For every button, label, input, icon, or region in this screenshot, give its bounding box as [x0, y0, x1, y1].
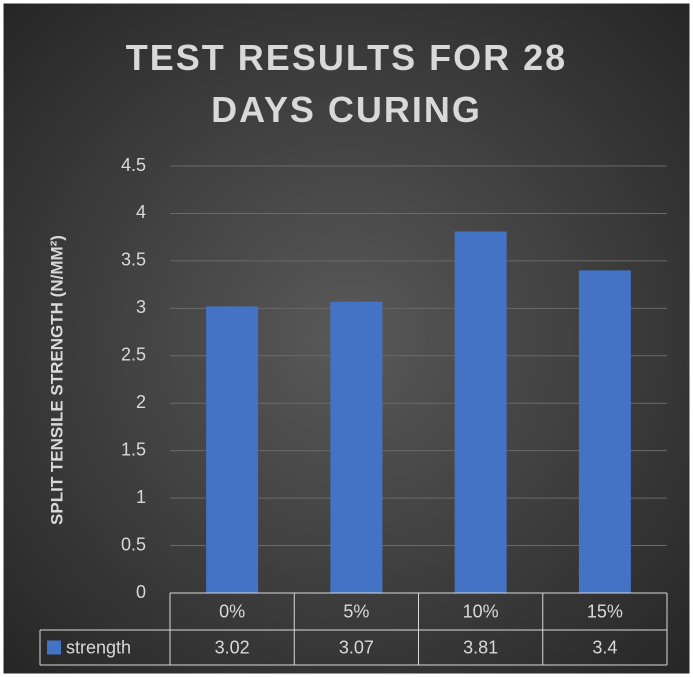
x-tick-label: 15%	[587, 601, 623, 621]
legend-label: strength	[66, 637, 131, 657]
y-tick-label: 2.5	[121, 345, 146, 365]
legend-swatch	[47, 640, 61, 655]
y-tick-label: 2	[136, 392, 146, 412]
bar	[454, 231, 507, 593]
x-tick-label: 5%	[343, 601, 369, 621]
table-value: 3.4	[592, 637, 617, 657]
y-tick-label: 4	[136, 202, 146, 222]
y-tick-label: 3	[136, 297, 146, 317]
chart-title: TEST RESULTS FOR 28 DAYS CURING	[125, 37, 568, 130]
y-tick-label: 1	[136, 487, 146, 507]
x-tick-label: 0%	[219, 601, 245, 621]
bar	[578, 270, 631, 593]
y-tick-label: 0.5	[121, 534, 146, 554]
x-tick-label: 10%	[463, 601, 499, 621]
table-value: 3.81	[463, 637, 498, 657]
bar	[330, 301, 383, 593]
table-value: 3.02	[215, 637, 250, 657]
y-tick-label: 1.5	[121, 439, 146, 459]
y-tick-label: 0	[136, 582, 146, 602]
y-axis-label: SPLIT TENSILE STRENGTH (N/MM²)	[47, 235, 66, 525]
y-tick-label: 4.5	[121, 155, 146, 175]
bar	[206, 306, 259, 593]
table-value: 3.07	[339, 637, 374, 657]
y-tick-label: 3.5	[121, 250, 146, 270]
